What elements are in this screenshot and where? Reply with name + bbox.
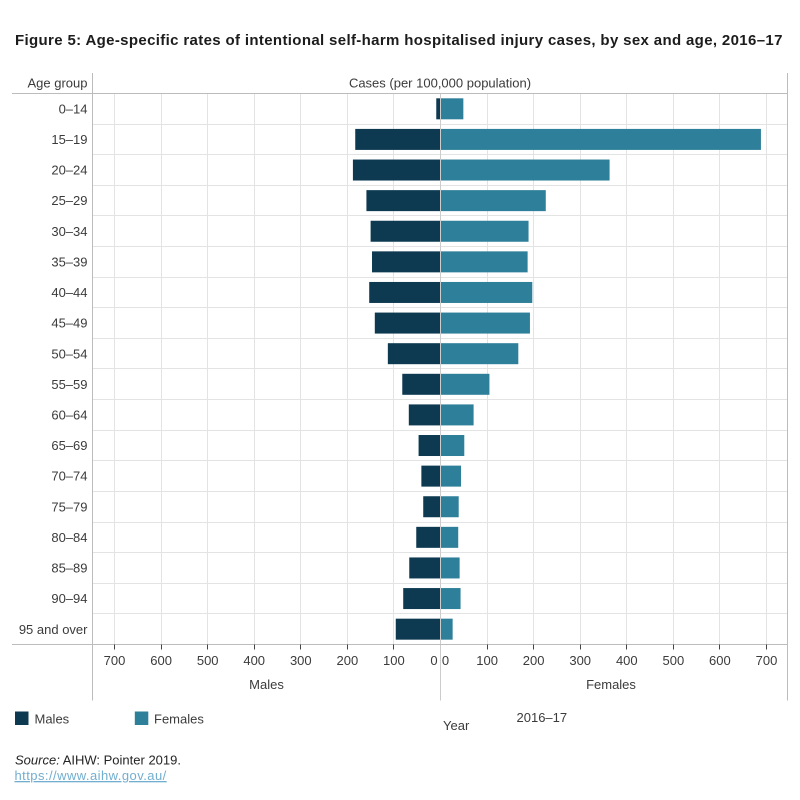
svg-text:65–69: 65–69 xyxy=(51,438,87,453)
svg-text:75–79: 75–79 xyxy=(51,499,87,514)
svg-text:400: 400 xyxy=(243,653,265,668)
svg-text:70–74: 70–74 xyxy=(51,469,87,484)
svg-text:Females: Females xyxy=(154,712,204,727)
svg-text:0: 0 xyxy=(430,653,437,668)
svg-text:500: 500 xyxy=(197,653,219,668)
svg-text:600: 600 xyxy=(150,653,172,668)
svg-text:Cases (per 100,000 population): Cases (per 100,000 population) xyxy=(349,76,531,91)
svg-text:300: 300 xyxy=(290,653,312,668)
svg-text:55–59: 55–59 xyxy=(51,377,87,392)
svg-text:40–44: 40–44 xyxy=(51,285,87,300)
svg-text:Males: Males xyxy=(249,677,284,692)
svg-text:https://www.aihw.gov.au/: https://www.aihw.gov.au/ xyxy=(15,768,167,783)
svg-text:Source: AIHW: Pointer 2019.: Source: AIHW: Pointer 2019. xyxy=(15,753,181,768)
svg-text:Males: Males xyxy=(35,712,70,727)
svg-text:25–29: 25–29 xyxy=(51,193,87,208)
svg-text:700: 700 xyxy=(104,653,126,668)
svg-text:95 and over: 95 and over xyxy=(19,622,88,637)
svg-text:90–94: 90–94 xyxy=(51,591,87,606)
svg-text:Year: Year xyxy=(443,718,470,733)
svg-text:30–34: 30–34 xyxy=(51,224,87,239)
svg-text:100: 100 xyxy=(476,653,498,668)
svg-text:200: 200 xyxy=(523,653,545,668)
svg-text:Figure 5: Age-specific rates o: Figure 5: Age-specific rates of intentio… xyxy=(15,32,783,49)
svg-text:60–64: 60–64 xyxy=(51,408,87,423)
svg-text:2016–17: 2016–17 xyxy=(517,710,568,725)
svg-text:100: 100 xyxy=(383,653,405,668)
svg-text:200: 200 xyxy=(337,653,359,668)
svg-text:0: 0 xyxy=(442,653,449,668)
svg-text:20–24: 20–24 xyxy=(51,163,87,178)
svg-text:15–19: 15–19 xyxy=(51,132,87,147)
svg-text:400: 400 xyxy=(616,653,638,668)
svg-text:500: 500 xyxy=(663,653,685,668)
svg-text:45–49: 45–49 xyxy=(51,316,87,331)
svg-text:300: 300 xyxy=(569,653,591,668)
svg-text:0–14: 0–14 xyxy=(59,101,88,116)
svg-text:700: 700 xyxy=(756,653,778,668)
svg-text:50–54: 50–54 xyxy=(51,346,87,361)
svg-text:Females: Females xyxy=(586,677,636,692)
svg-text:600: 600 xyxy=(709,653,731,668)
svg-text:35–39: 35–39 xyxy=(51,254,87,269)
svg-text:80–84: 80–84 xyxy=(51,530,87,545)
svg-text:85–89: 85–89 xyxy=(51,561,87,576)
svg-text:Age group: Age group xyxy=(28,76,88,91)
